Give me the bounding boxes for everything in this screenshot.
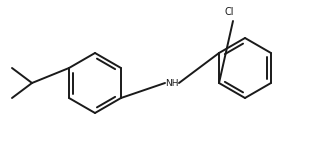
Text: NH: NH: [165, 78, 179, 87]
Text: Cl: Cl: [224, 7, 234, 17]
